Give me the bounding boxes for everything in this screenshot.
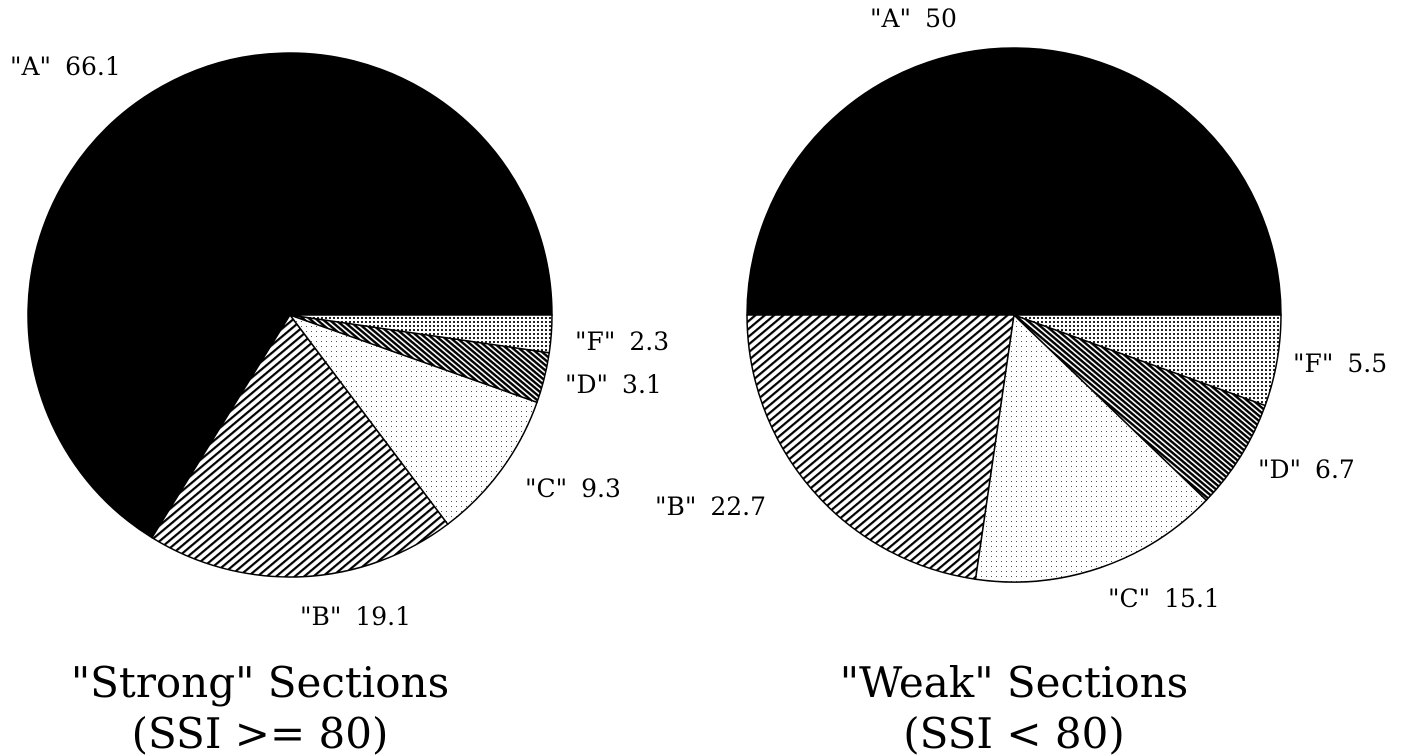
pie-slice [150, 313, 449, 578]
chart-subtitle: (SSI < 80) [903, 709, 1125, 756]
pie-slice [289, 314, 553, 354]
slice-category: "D" [565, 370, 608, 399]
slice-label: "A" 66.1 [10, 52, 121, 81]
slice-value: 6.7 [1315, 455, 1355, 484]
pie-slice [287, 313, 538, 526]
slice-label: "C" 9.3 [525, 474, 621, 503]
chart-title: "Strong" Sections [71, 658, 449, 707]
slice-value: 9.3 [581, 474, 621, 503]
slice-value: 3.1 [622, 370, 662, 399]
slice-category: "B" [655, 492, 696, 521]
slice-category: "C" [525, 474, 567, 503]
pie-slice [746, 47, 1282, 316]
slice-category: "F" [1293, 349, 1333, 378]
slice-value: 5.5 [1347, 349, 1387, 378]
slice-category: "A" [870, 4, 911, 33]
slice-label: "C" 15.1 [1108, 584, 1220, 613]
pie-slice [1013, 314, 1282, 407]
slice-value: 2.3 [629, 327, 669, 356]
slice-label: "F" 5.5 [1293, 349, 1387, 378]
slice-category: "F" [575, 327, 615, 356]
slice-category: "D" [1258, 455, 1301, 484]
slice-label: "D" 6.7 [1258, 455, 1355, 484]
chart-title: "Weak" Sections [840, 658, 1188, 707]
pie-slice [974, 313, 1208, 583]
slice-value: 22.7 [710, 492, 766, 521]
slice-category: "B" [300, 602, 341, 631]
slice-label: "B" 19.1 [300, 602, 411, 631]
slice-label: "B" 22.7 [655, 492, 766, 521]
slice-value: 66.1 [65, 52, 121, 81]
slice-value: 50 [925, 4, 957, 33]
slice-label: "D" 3.1 [565, 370, 662, 399]
slice-label: "A" 50 [870, 4, 957, 33]
slice-category: "A" [10, 52, 51, 81]
pie-slice [1013, 314, 1267, 502]
slice-value: 15.1 [1164, 584, 1220, 613]
chart-subtitle: (SSI >= 80) [132, 709, 389, 756]
pie-slice [27, 52, 553, 539]
slice-category: "C" [1108, 584, 1150, 613]
slice-value: 19.1 [355, 602, 411, 631]
pie-slice [746, 314, 1015, 581]
slice-label: "F" 2.3 [575, 327, 669, 356]
